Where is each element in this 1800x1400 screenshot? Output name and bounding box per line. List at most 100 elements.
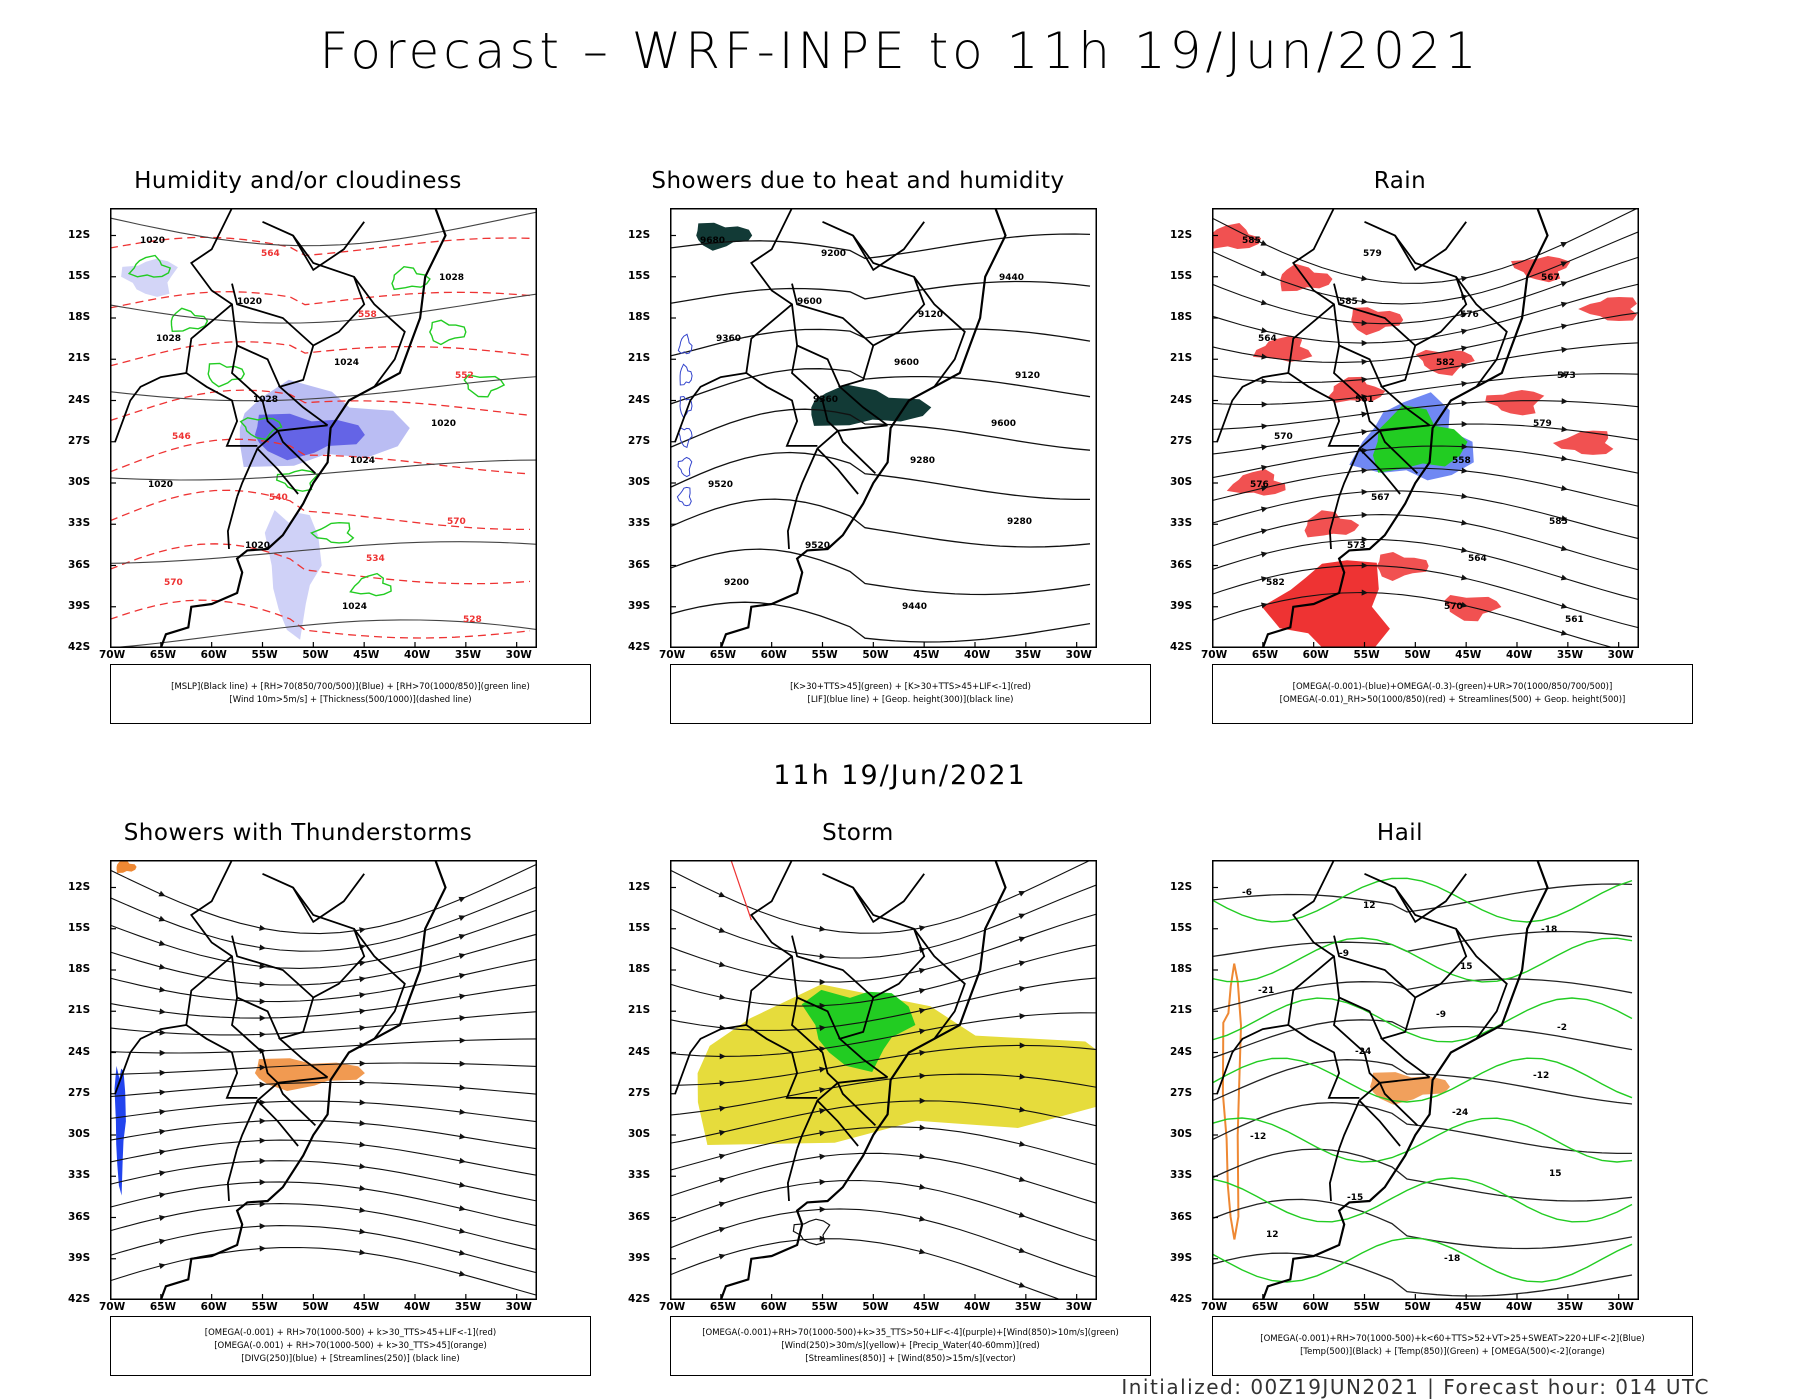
jet-yellow-area <box>697 984 1097 1145</box>
streamline-arrow <box>359 1228 366 1235</box>
contour-label: -21 <box>1258 986 1274 996</box>
omega-red-area <box>1415 349 1475 376</box>
contour-label: 564 <box>1468 554 1487 564</box>
streamline-arrow <box>1461 345 1468 352</box>
streamline <box>670 860 1093 934</box>
omega-red-area <box>1328 376 1386 403</box>
streamline-arrow <box>1260 299 1268 306</box>
streamline <box>110 1100 537 1123</box>
contour-label: 9440 <box>999 273 1024 283</box>
coastline <box>1261 208 1549 648</box>
contour-label: 570 <box>1274 432 1293 442</box>
cyclone-circulation <box>792 1218 831 1246</box>
contour-label: -9 <box>1436 1010 1446 1020</box>
contour-label: 9680 <box>700 236 725 246</box>
lat-tick-label: 33S <box>1170 517 1193 530</box>
streamline-arrow <box>359 1120 366 1127</box>
legend-line: [OMEGA(-0.01)_RH>50(1000/850)(red) + Str… <box>1279 695 1626 705</box>
contour-label: -15 <box>1347 1193 1363 1203</box>
wind-green-area <box>801 989 916 1072</box>
streamline-arrow <box>359 1099 366 1106</box>
streamline-arrow <box>1361 319 1368 327</box>
legend-line: [OMEGA(-0.001)-(blue)+OMEGA(-0.3)-(green… <box>1292 682 1613 692</box>
contour-label: -2 <box>1557 1023 1567 1033</box>
streamline-arrow <box>1018 913 1026 920</box>
lon-tick-label: 50W <box>862 1301 889 1313</box>
contour-label: 9280 <box>1007 517 1032 527</box>
panel-title: Storm <box>822 820 894 846</box>
lon-tick-label: 35W <box>454 649 482 661</box>
state-border <box>114 1024 187 1095</box>
legend-line: [OMEGA(-0.001) + RH>70(1000-500) + k>30_… <box>204 1327 497 1338</box>
contour-line <box>110 341 531 367</box>
lon-tick-label: 50W <box>1404 649 1431 661</box>
contour-label: 534 <box>366 554 385 564</box>
streamline <box>1212 256 1639 325</box>
streamline-arrow <box>159 1214 166 1221</box>
contour-label: 1020 <box>245 541 270 551</box>
lat-tick-label: 18S <box>68 963 91 975</box>
streamline-arrow <box>1460 574 1468 581</box>
lat-tick-label: 36S <box>1170 1210 1193 1223</box>
streamline-arrow <box>1260 551 1268 558</box>
lon-tick-label: 40W <box>1506 1301 1533 1313</box>
streamline-arrow <box>1560 545 1568 552</box>
contour-label: 564 <box>1258 334 1277 344</box>
contour-label: 567 <box>1371 493 1390 503</box>
streamline-arrow <box>819 1002 826 1009</box>
rh-area <box>264 510 322 640</box>
lon-tick-label: 60W <box>200 649 227 661</box>
streamline-arrow <box>1461 400 1468 407</box>
streamline-arrow <box>1461 275 1468 282</box>
coastline <box>719 208 1007 648</box>
panel-hail: Hail 12S 15S 18S 21S 24S 27S 30S 33S 36S 39S 42S 70W… <box>1160 820 1693 1380</box>
state-border <box>1292 860 1382 1150</box>
streamline-arrow <box>1461 443 1468 450</box>
lat-tick-label: 12S <box>1170 880 1193 893</box>
contour-label: 9200 <box>821 249 846 259</box>
contour-label: 570 <box>1444 602 1463 612</box>
streamline-arrow <box>158 915 166 922</box>
contour-line <box>110 236 531 257</box>
streamline-arrow <box>919 1153 926 1160</box>
lat-tick-label: 42S <box>1170 1293 1193 1305</box>
lat-tick-label: 18S <box>628 311 651 323</box>
contour-label: 546 <box>172 432 191 442</box>
streamline-arrow <box>259 1245 266 1252</box>
streamline <box>110 863 537 935</box>
contour-line <box>1212 1252 1633 1297</box>
streamline <box>1212 208 1639 284</box>
state-border <box>114 372 187 443</box>
streamline-arrow <box>819 925 826 932</box>
state-border <box>262 220 366 427</box>
streamline <box>110 1011 537 1036</box>
contour-label: 1024 <box>350 456 375 466</box>
streamline-arrow <box>819 1235 826 1242</box>
legend-line: [Temp(500)](Black) + [Temp(850)](Green) … <box>1300 1347 1605 1357</box>
legend-box: [OMEGA(-0.001)+RH>70(1000-500)+k>35_TTS>… <box>670 1316 1151 1376</box>
temp850-green-line <box>1212 937 1633 983</box>
streamline-arrow <box>259 1157 266 1165</box>
streamline-arrow <box>1461 492 1468 499</box>
streamline-arrow <box>359 927 366 934</box>
state-border <box>852 873 925 924</box>
legend-line: [K>30+TTS>45](green) + [K>30+TTS>45+LIF<… <box>790 682 1031 692</box>
state-border <box>353 276 406 388</box>
streamline <box>110 958 537 1003</box>
streamline-arrow <box>359 1141 366 1148</box>
streamline-arrow <box>259 1064 266 1071</box>
legend-box: [OMEGA(-0.001)+RH>70(1000-500)+k<60+TTS>… <box>1212 1316 1693 1376</box>
streamline-arrow <box>1361 358 1368 365</box>
state-border <box>1333 283 1416 347</box>
panel-showers-heat: Showers due to heat and humidity 12S 15S 18… <box>618 168 1151 728</box>
contour-label: 1024 <box>334 358 359 368</box>
streamline <box>670 1012 1097 1057</box>
contour-label: 9600 <box>797 297 822 307</box>
state-border <box>816 1099 859 1147</box>
panel-thunderstorms: Showers with Thunderstorms 12S 15S 18S 21S 24… <box>58 820 591 1380</box>
streamline-arrow <box>1560 515 1568 522</box>
lat-tick-label: 30S <box>628 1128 651 1140</box>
contour-label: 561 <box>1355 395 1374 405</box>
streamline-arrow <box>1361 488 1368 496</box>
lon-tick-label: 65W <box>1251 1301 1279 1313</box>
